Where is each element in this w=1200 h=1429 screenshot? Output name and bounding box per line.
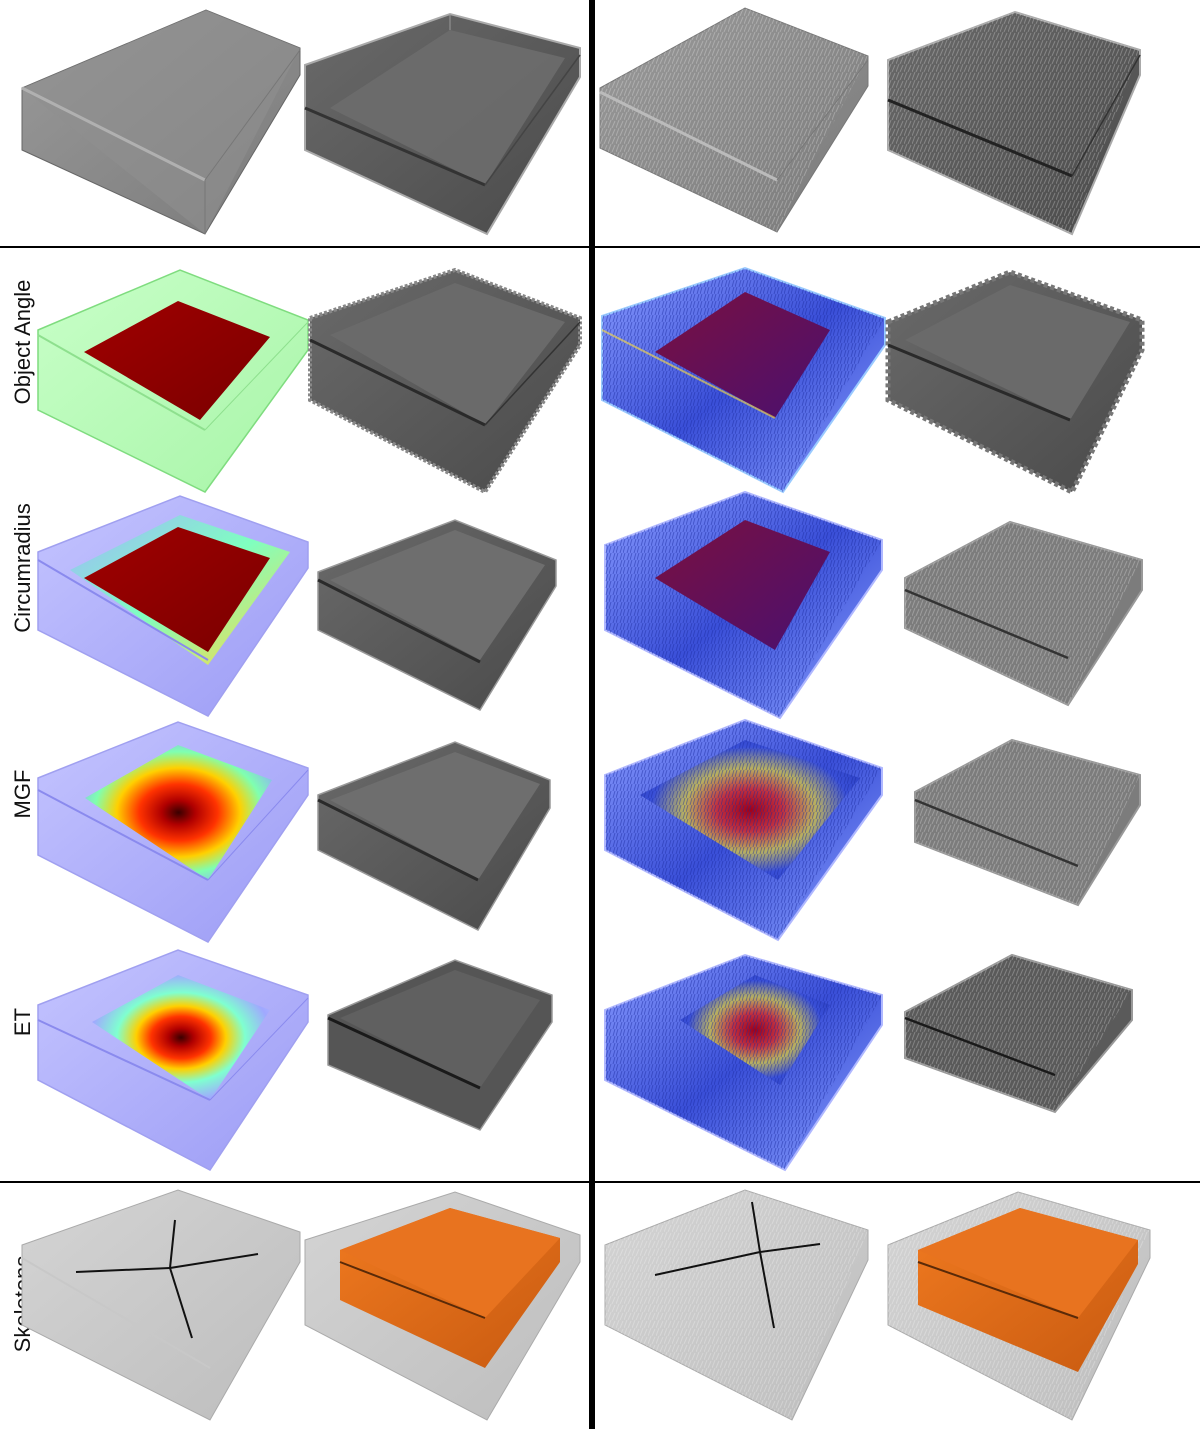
panel-row1-clean-medial (304, 12, 581, 236)
panel-skeletons-noisy-curve (604, 1189, 869, 1421)
panel-mgf-noisy-heatmap (604, 718, 883, 942)
heatmap-box-icon (37, 721, 309, 943)
row-label-object-angle: Object Angle (10, 280, 35, 405)
translucent-box-icon (308, 267, 582, 495)
heatmap-box-icon (37, 949, 309, 1171)
skeleton-lines-icon (75, 1219, 259, 1339)
translucent-box-icon (599, 7, 869, 233)
translucent-box-icon (317, 519, 557, 711)
row-labels: Object Angle Circumradius MGF ET Skeleto… (10, 280, 35, 1353)
panel-circumradius-noisy-heatmap (604, 490, 883, 720)
panel-row1-noisy-solid (599, 7, 869, 233)
translucent-box-icon (885, 269, 1145, 496)
translucent-box-icon (327, 959, 553, 1131)
panel-row1-noisy-medial (887, 10, 1141, 236)
heatmap-box-icon (37, 269, 309, 493)
panel-circumradius-clean-medial (317, 519, 557, 711)
translucent-box-icon (904, 520, 1143, 707)
translucent-box-icon (914, 738, 1141, 907)
panel-circumradius-clean-heatmap (37, 495, 309, 717)
panel-skeletons-noisy-sheet (887, 1191, 1151, 1421)
translucent-box-icon (21, 1189, 301, 1421)
panel-row1-clean-solid (21, 9, 301, 235)
translucent-box-icon (304, 12, 581, 236)
panel-mgf-clean-heatmap (37, 721, 309, 943)
medial-sheet-icon (917, 1208, 1138, 1372)
translucent-box-icon (21, 9, 301, 235)
heatmap-box-icon (37, 495, 309, 717)
panel-et-clean-heatmap (37, 949, 309, 1171)
panel-object-angle-clean-heatmap (37, 269, 309, 493)
panel-skeletons-clean-sheet (304, 1191, 581, 1421)
panel-object-angle-noisy-medial (885, 269, 1145, 496)
translucent-box-icon (604, 1189, 869, 1421)
panel-circumradius-noisy-medial (904, 520, 1143, 707)
panel-skeletons-clean-curve (21, 1189, 301, 1421)
panel-object-angle-clean-medial (308, 267, 582, 495)
heatmap-box-icon (604, 490, 883, 720)
translucent-box-icon (317, 741, 551, 931)
row-label-circumradius: Circumradius (10, 503, 35, 633)
row-label-mgf: MGF (10, 770, 35, 819)
heatmap-box-icon (601, 266, 886, 494)
translucent-box-icon (887, 10, 1141, 236)
heatmap-box-icon (604, 953, 883, 1172)
panel-object-angle-noisy-heatmap (601, 266, 886, 494)
row-label-et: ET (10, 1008, 35, 1036)
skeleton-lines-icon (654, 1201, 821, 1329)
panel-mgf-noisy-medial (914, 738, 1141, 907)
translucent-box-icon (904, 953, 1133, 1114)
panel-mgf-clean-medial (317, 741, 551, 931)
panel-et-noisy-heatmap (604, 953, 883, 1172)
medial-sheet-icon (339, 1208, 560, 1368)
panel-et-noisy-medial (904, 953, 1133, 1114)
panel-et-clean-medial (327, 959, 553, 1131)
heatmap-box-icon (604, 718, 883, 942)
